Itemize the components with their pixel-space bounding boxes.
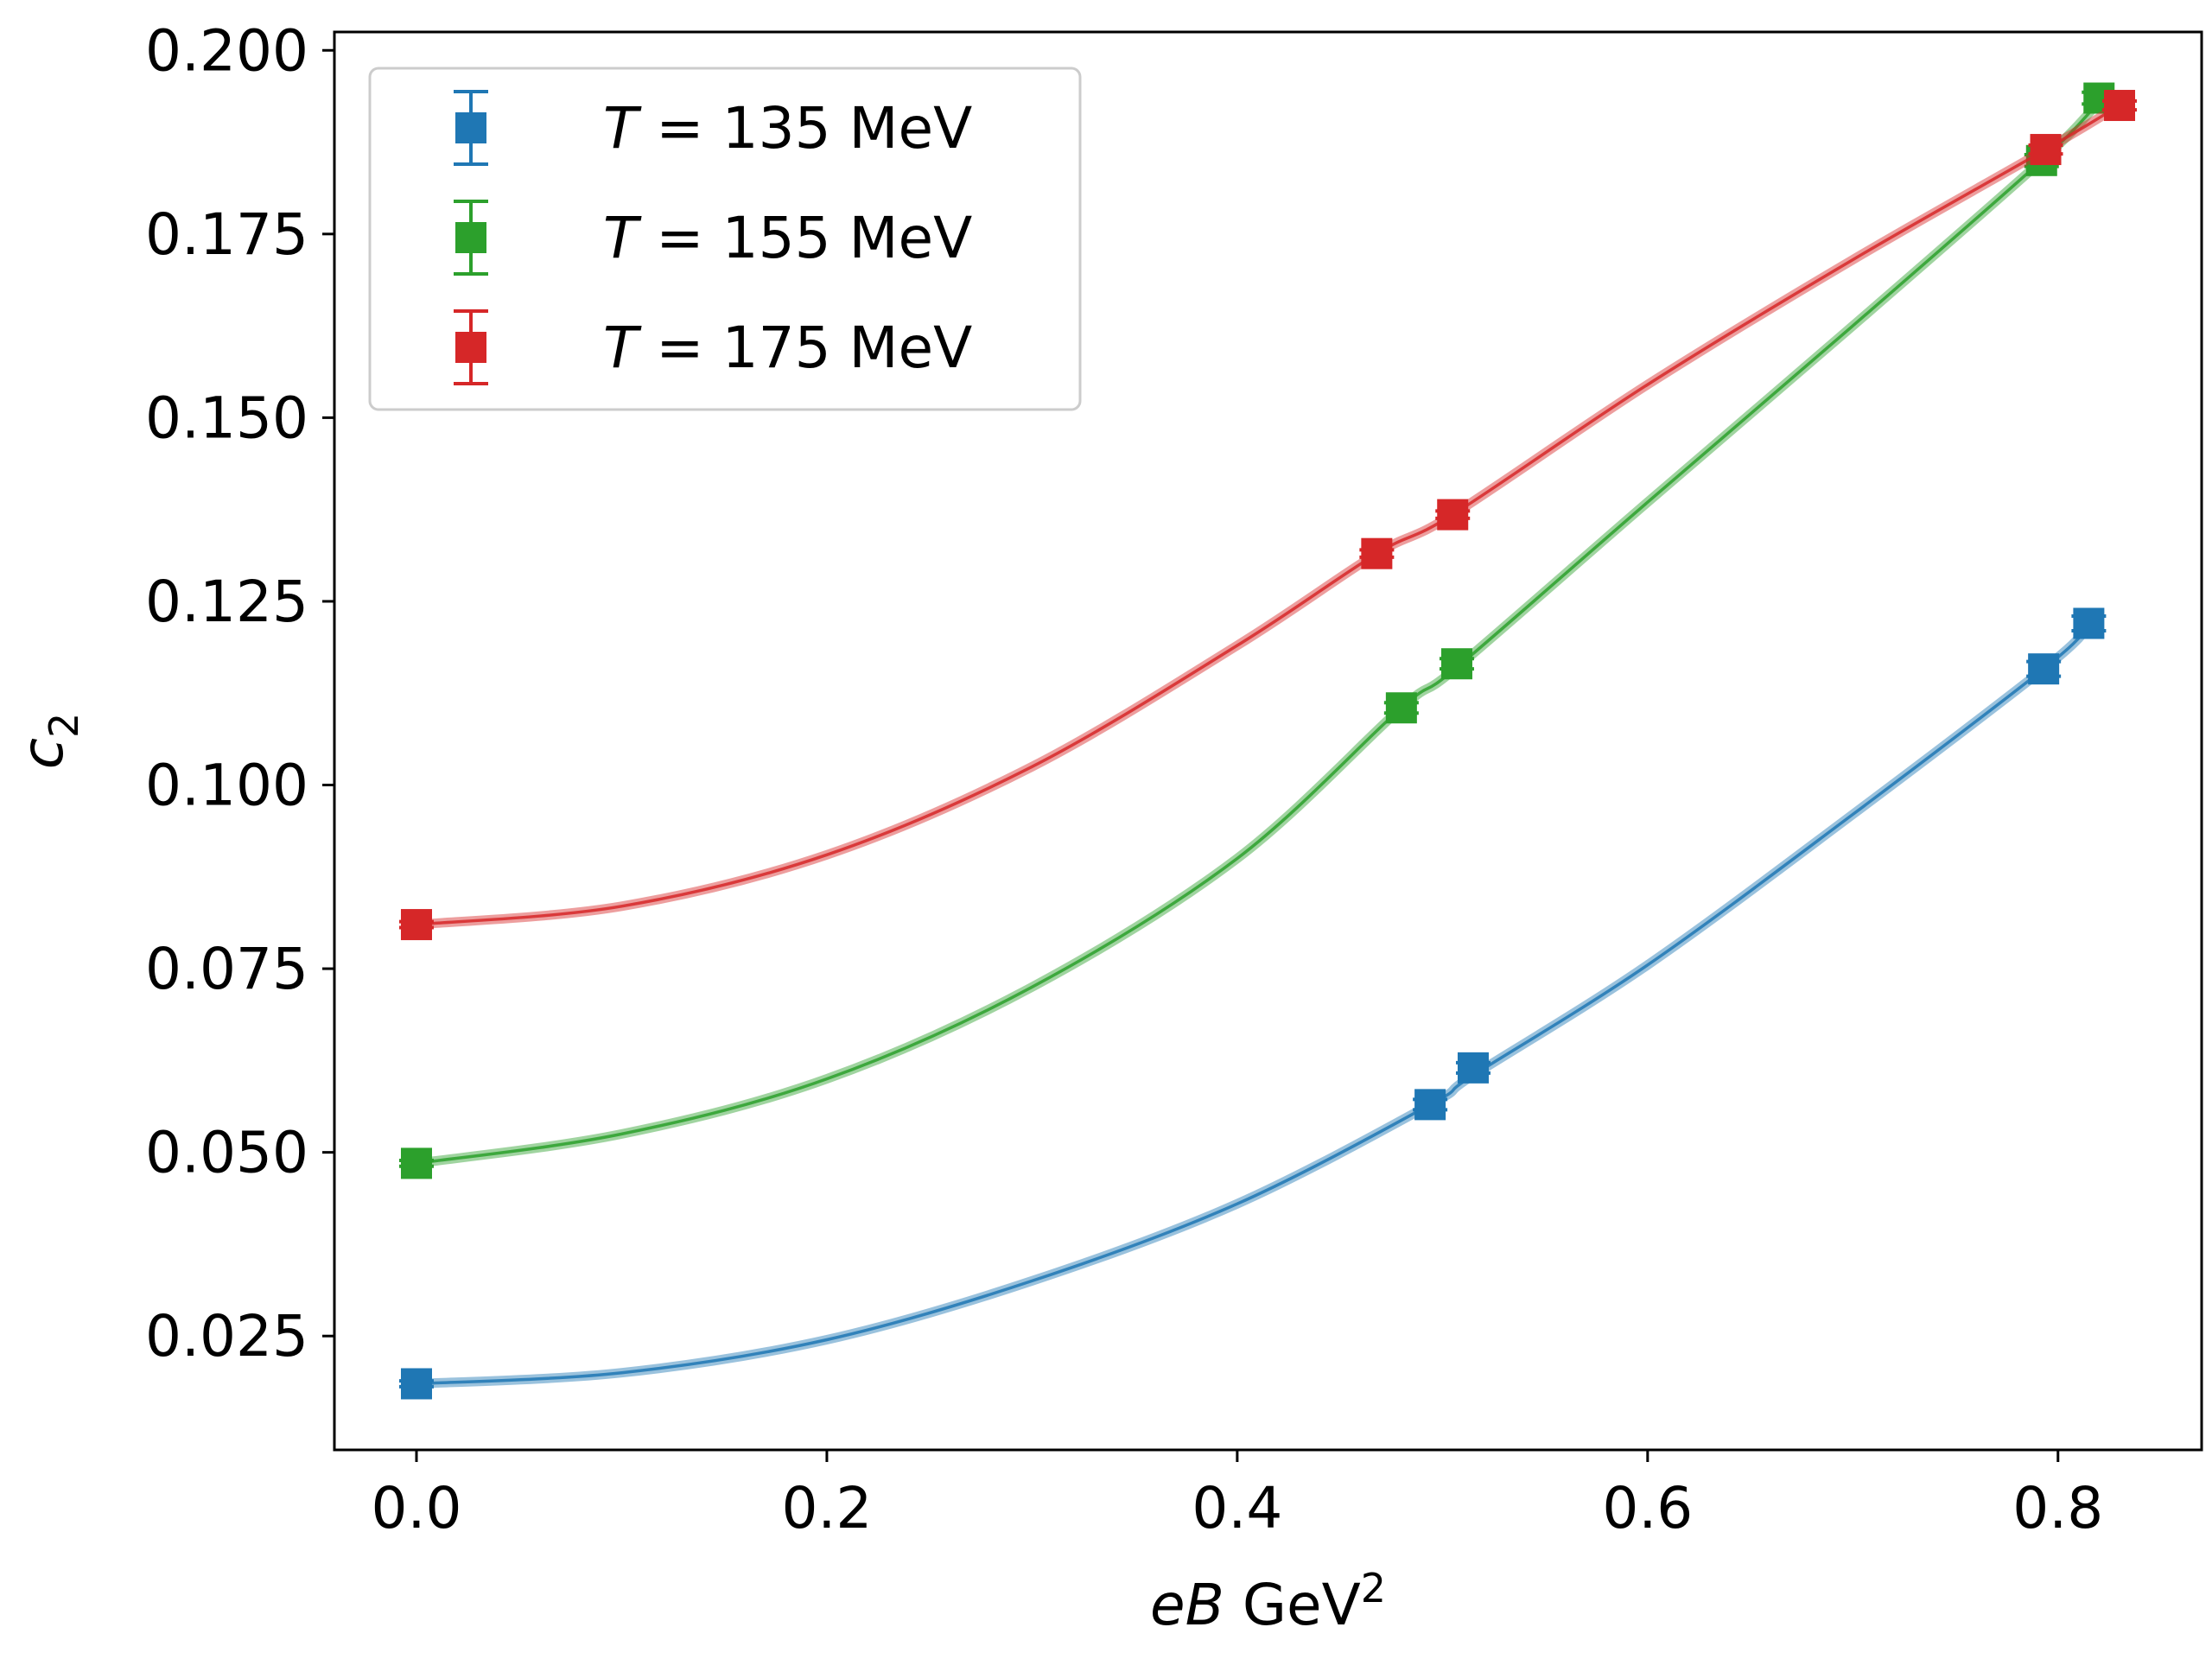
data-marker — [400, 1147, 432, 1179]
data-point — [398, 909, 434, 941]
data-marker — [400, 909, 432, 941]
y-tick-label: 0.025 — [145, 1303, 308, 1370]
data-marker — [2030, 134, 2062, 166]
fit-line-0 — [416, 626, 2090, 1386]
data-point — [1383, 692, 1419, 724]
legend-label: T = 175 MeV — [603, 315, 972, 381]
legend-entry-2: T = 175 MeV — [454, 309, 972, 385]
legend-label-rest: = 135 MeV — [638, 95, 972, 162]
legend-label-rest: = 155 MeV — [638, 205, 972, 271]
legend-marker — [455, 332, 486, 363]
legend-entry-1: T = 155 MeV — [454, 200, 972, 276]
x-axis-label-sup: 2 — [1361, 1565, 1386, 1611]
data-point — [2102, 90, 2138, 122]
y-tick-label: 0.200 — [145, 17, 308, 84]
data-point — [398, 1147, 434, 1179]
data-point — [398, 1368, 434, 1400]
y-axis-label-base: c — [10, 738, 76, 769]
x-tick-label: 0.8 — [2012, 1475, 2103, 1541]
data-marker — [1414, 1089, 1446, 1121]
x-axis-label-unit: GeV — [1224, 1572, 1361, 1638]
data-marker — [1457, 1052, 1489, 1084]
y-tick-label: 0.100 — [145, 753, 308, 819]
data-marker — [1440, 648, 1472, 680]
y-tick-label: 0.075 — [145, 936, 308, 1002]
y-tick-label: 0.175 — [145, 201, 308, 268]
legend-entry-0: T = 135 MeV — [454, 90, 972, 166]
legend-label-rest: = 175 MeV — [638, 315, 972, 381]
x-axis-label-var: eB — [1150, 1572, 1224, 1638]
data-marker — [2104, 90, 2136, 122]
data-marker — [1385, 692, 1417, 724]
data-marker — [400, 1368, 432, 1400]
x-tick-label: 0.0 — [372, 1475, 462, 1541]
plot-clip-group — [398, 82, 2138, 1400]
legend-label: T = 155 MeV — [603, 205, 972, 271]
data-marker — [2028, 653, 2060, 685]
data-point — [1359, 537, 1395, 569]
data-point — [1435, 499, 1471, 531]
axes: 0.0 0.2 0.4 0.6 0.8 0.025 0.050 0.075 0.100 0.125… — [10, 17, 2203, 1638]
x-tick-label: 0.4 — [1192, 1475, 1282, 1541]
y-tick-label: 0.150 — [145, 385, 308, 451]
fit-band-0 — [411, 622, 2094, 1389]
x-tick-label: 0.6 — [1602, 1475, 1693, 1541]
y-tick-label: 0.050 — [145, 1120, 308, 1186]
legend-box — [368, 67, 1082, 411]
y-axis-label-sub: 2 — [41, 713, 87, 738]
y-tick-label: 0.125 — [145, 569, 308, 635]
data-point — [2071, 607, 2107, 639]
plot-area — [398, 82, 2138, 1400]
series-1 — [398, 82, 2117, 1179]
series-2 — [398, 90, 2138, 941]
x-tick-label: 0.2 — [781, 1475, 872, 1541]
data-point — [2026, 653, 2062, 685]
legend-marker — [455, 222, 486, 253]
data-point — [1413, 1089, 1448, 1121]
series-0 — [398, 607, 2107, 1400]
legend-marker — [455, 112, 486, 143]
data-point — [2028, 134, 2063, 166]
data-marker — [1437, 499, 1469, 531]
axes-frame — [333, 30, 2203, 1452]
data-marker — [2073, 607, 2105, 639]
legend-label-var: T — [603, 205, 642, 271]
fit-line-2 — [416, 104, 2120, 926]
y-axis-label: c2 — [10, 713, 87, 770]
legend-label-var: T — [603, 315, 642, 381]
data-point — [1455, 1052, 1491, 1084]
legend-label-var: T — [603, 95, 642, 162]
x-axis-label: eB GeV2 — [1150, 1565, 1386, 1638]
data-marker — [1361, 537, 1393, 569]
data-point — [1439, 648, 1474, 680]
legend-label: T = 135 MeV — [603, 95, 972, 162]
